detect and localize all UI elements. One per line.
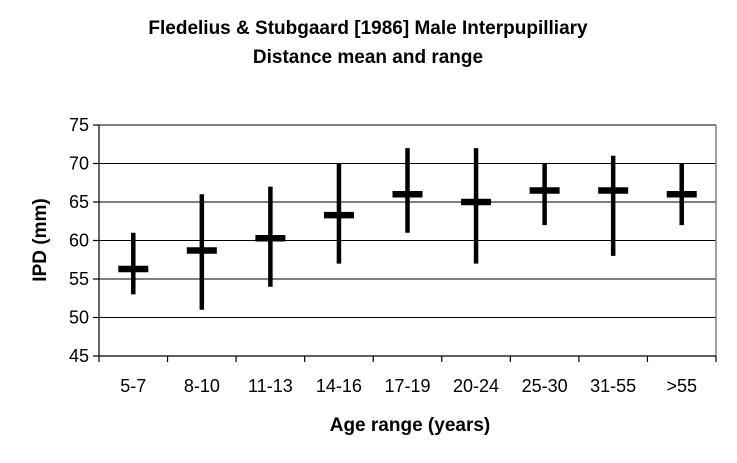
x-tick-label: 17-19 [384,376,430,396]
x-tick-label: 5-7 [120,376,146,396]
y-tick-label: 60 [69,231,89,251]
x-tick-label: 20-24 [453,376,499,396]
chart-title-line-2: Distance mean and range [253,47,483,68]
x-tick-label: 31-55 [590,376,636,396]
y-tick-label: 70 [69,154,89,174]
plot-area: 45 50 55 60 65 70 75 5-7 8-10 11-13 14-16 17-19 20-2… [69,115,717,396]
y-tick-label: 45 [69,346,89,366]
y-tick-label: 75 [69,115,89,135]
x-axis-title: Age range (years) [330,415,491,436]
x-tick-label: >55 [666,376,697,396]
y-tick-label: 50 [69,308,89,328]
y-tick-label: 65 [69,192,89,212]
y-axis-title: IPD (mm) [30,198,51,281]
x-tick-label: 8-10 [184,376,220,396]
x-tick-label: 25-30 [522,376,568,396]
x-tick-label: 11-13 [248,376,293,396]
y-tick-label: 55 [69,269,89,289]
x-tick-label: 14-16 [316,376,362,396]
chart-title-line-1: Fledelius & Stubgaard [1986] Male Interp… [148,18,588,39]
